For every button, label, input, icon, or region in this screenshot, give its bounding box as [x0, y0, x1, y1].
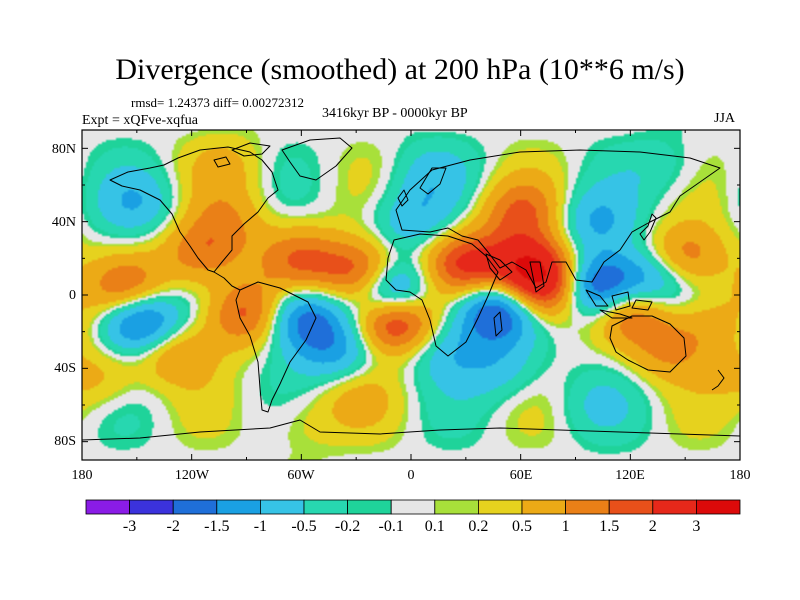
colorbar-swatch [565, 499, 610, 515]
colorbar-swatch [477, 499, 523, 515]
coast-japan [639, 213, 657, 241]
colorbar-swatch [172, 499, 218, 515]
lon-label-60e: 60E [509, 468, 533, 483]
lon-label-0: 0 [407, 468, 415, 483]
coast-central-america [213, 271, 241, 291]
coast-antarctica [81, 419, 741, 441]
coast-arabia-india [485, 253, 545, 293]
coast-maritime-continent [585, 289, 653, 319]
colorbar-swatch [303, 499, 348, 515]
coast-south-america [235, 281, 317, 413]
period-label: 3416kyr BP - 0000kyr BP [322, 106, 468, 121]
coast-africa [385, 233, 499, 357]
lat-label-40n: 40N [51, 215, 76, 230]
colorbar-swatch [521, 499, 566, 515]
colorbar-label: -1.5 [204, 518, 230, 535]
divergence-field [82, 130, 740, 460]
colorbar-swatch [259, 499, 305, 515]
coast-british-isles [397, 167, 447, 207]
coast-australia [609, 315, 687, 373]
divergence-raster [82, 130, 740, 460]
lat-label-40s: 40S [54, 361, 76, 376]
colorbar-swatch [347, 499, 392, 515]
coast-madagascar [493, 311, 503, 337]
colorbar-swatch [652, 499, 697, 515]
lat-label-80s: 80S [54, 434, 76, 449]
colorbar-label: 1 [561, 518, 570, 535]
colorbar-swatch [434, 499, 479, 515]
colorbar-label: -1 [253, 518, 268, 535]
colorbar-swatch [129, 499, 174, 515]
coast-eurasia [395, 149, 721, 289]
colorbar-label: 1.5 [599, 518, 620, 535]
chart-title: Divergence (smoothed) at 200 hPa (10**6 … [115, 53, 685, 86]
colorbar-label: -0.5 [291, 518, 317, 535]
rmsd-diff-stats: rmsd= 1.24373 diff= 0.00272312 [131, 95, 304, 110]
coast-new-zealand [711, 369, 725, 391]
lat-label-80n: 80N [51, 142, 76, 157]
colorbar-swatch [696, 499, 741, 515]
map-frame [81, 129, 741, 461]
coastlines [81, 137, 741, 441]
colorbar-swatch [390, 499, 436, 515]
lon-label-180e: 180 [729, 468, 751, 483]
experiment-label: Expt = xQFve-xqfua [82, 113, 198, 128]
colorbar-label: 2 [648, 518, 657, 535]
colorbar-label: 3 [692, 518, 701, 535]
coast-greenland [281, 137, 353, 181]
colorbar-label: -3 [122, 518, 137, 535]
lon-label-120w: 120W [174, 468, 210, 483]
coast-arctic-islands [213, 142, 271, 168]
colorbar-swatch [85, 499, 130, 515]
colorbar-label: -0.1 [378, 518, 404, 535]
colorbar-label: 0.5 [512, 518, 532, 535]
lon-label-180w: 180 [71, 468, 93, 483]
lon-label-60w: 60W [287, 468, 315, 483]
colorbar-label: 0.1 [424, 518, 445, 535]
colorbar [85, 499, 741, 515]
colorbar-label: -2 [166, 518, 180, 535]
colorbar-label: -0.2 [334, 518, 361, 535]
season-label: JJA [714, 111, 736, 126]
colorbar-swatch [608, 499, 654, 515]
lon-label-120e: 120E [615, 468, 645, 483]
colorbar-swatch [216, 499, 261, 515]
lat-label-eq: 0 [69, 288, 76, 303]
colorbar-label: 0.2 [468, 518, 489, 535]
